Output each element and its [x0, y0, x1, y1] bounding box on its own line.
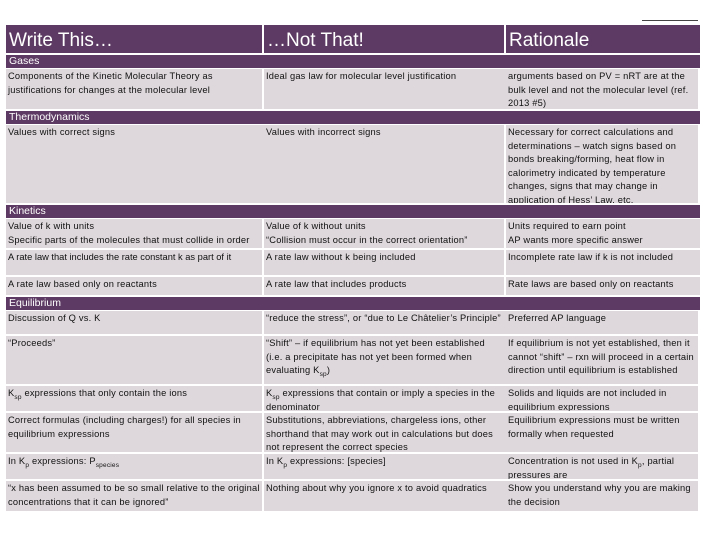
row7-not-end: )	[326, 365, 331, 376]
row9-rationale: Equilibrium expressions must be written …	[506, 413, 700, 454]
section-thermodynamics: Thermodynamics	[6, 111, 700, 125]
row7-not: “Shift” – if equilibrium has not yet bee…	[264, 336, 506, 386]
row10-write: In Kp expressions: Pspecies	[6, 454, 264, 481]
row6-write: Discussion of Q vs. K	[6, 311, 264, 336]
top-rule	[642, 20, 698, 21]
section-equilibrium: Equilibrium	[6, 297, 700, 311]
row1-write: Components of the Kinetic Molecular Theo…	[6, 69, 264, 111]
row10-not-end: expressions: [species]	[287, 456, 386, 466]
row3-write: Value of k with units Specific parts of …	[6, 219, 264, 250]
row8-write-end: expressions that only contain the ions	[21, 388, 188, 398]
row7-not-text: “Shift” – if equilibrium has not yet bee…	[266, 338, 485, 376]
row11-not: Nothing about why you ignore x to avoid …	[264, 481, 506, 513]
row2-not: Values with incorrect signs	[264, 125, 506, 205]
row6-not: “reduce the stress”, or “due to Le Châte…	[264, 311, 506, 336]
row7-rationale: If equilibrium is not yet established, t…	[506, 336, 700, 386]
row3-not: Value of k without units “Collision must…	[264, 219, 506, 250]
row8-rationale: Solids and liquids are not included in e…	[506, 386, 700, 413]
row10-rationale-sub: p	[638, 461, 642, 469]
row2-write: Values with correct signs	[6, 125, 264, 205]
row5-not: A rate law that includes products	[264, 277, 506, 297]
row8-not-end: expressions that contain or imply a spec…	[266, 388, 496, 412]
comparison-table: Write This… …Not That! Rationale Gases C…	[6, 25, 700, 529]
row4-rationale: Incomplete rate law if k is not included	[506, 250, 700, 277]
row10-rationale: Concentration is not used in Kp, partial…	[506, 454, 700, 481]
row10-write-sub2: species	[95, 461, 120, 469]
row10-rationale-text: Concentration is not used in K	[508, 456, 639, 466]
row2-rationale: Necessary for correct calculations and d…	[506, 125, 700, 205]
row4-write: A rate law that includes the rate consta…	[6, 250, 264, 277]
row11-write: “x has been assumed to be so small relat…	[6, 481, 264, 513]
row10-not-text: In K	[266, 456, 284, 466]
header-rationale: Rationale	[506, 25, 700, 55]
row8-not: Ksp expressions that contain or imply a …	[264, 386, 506, 413]
row5-write: A rate law based only on reactants	[6, 277, 264, 297]
row8-write-sub: sp	[14, 393, 22, 401]
header-not-that: …Not That!	[264, 25, 506, 55]
row10-write-text: In K	[8, 456, 26, 466]
row10-write-mid: expressions: P	[29, 456, 96, 466]
row8-not-sub: sp	[272, 393, 280, 401]
row10-not: In Kp expressions: [species]	[264, 454, 506, 481]
row6-rationale: Preferred AP language	[506, 311, 700, 336]
row8-write: Ksp expressions that only contain the io…	[6, 386, 264, 413]
row7-write: “Proceeds”	[6, 336, 264, 386]
row10-write-sub: p	[25, 461, 30, 469]
row5-rationale: Rate laws are based only on reactants	[506, 277, 700, 297]
row8-write-text: K	[8, 388, 15, 398]
row1-rationale: arguments based on PV = nRT are at the b…	[506, 69, 700, 111]
row3-rationale: Units required to earn point AP wants mo…	[506, 219, 700, 250]
row10-not-sub: p	[283, 461, 288, 469]
row10-rationale-end: , partial pressures are	[508, 456, 675, 480]
section-gases: Gases	[6, 55, 700, 69]
row8-not-text: K	[266, 388, 273, 398]
section-kinetics: Kinetics	[6, 205, 700, 219]
row4-not: A rate law without k being included	[264, 250, 506, 277]
row7-not-sub: sp	[319, 371, 327, 379]
row9-write: Correct formulas (including charges!) fo…	[6, 413, 264, 454]
row1-not: Ideal gas law for molecular level justif…	[264, 69, 506, 111]
row9-not: Substitutions, abbreviations, chargeless…	[264, 413, 506, 454]
row11-rationale: Show you understand why you are making t…	[506, 481, 700, 513]
header-write-this: Write This…	[6, 25, 264, 55]
